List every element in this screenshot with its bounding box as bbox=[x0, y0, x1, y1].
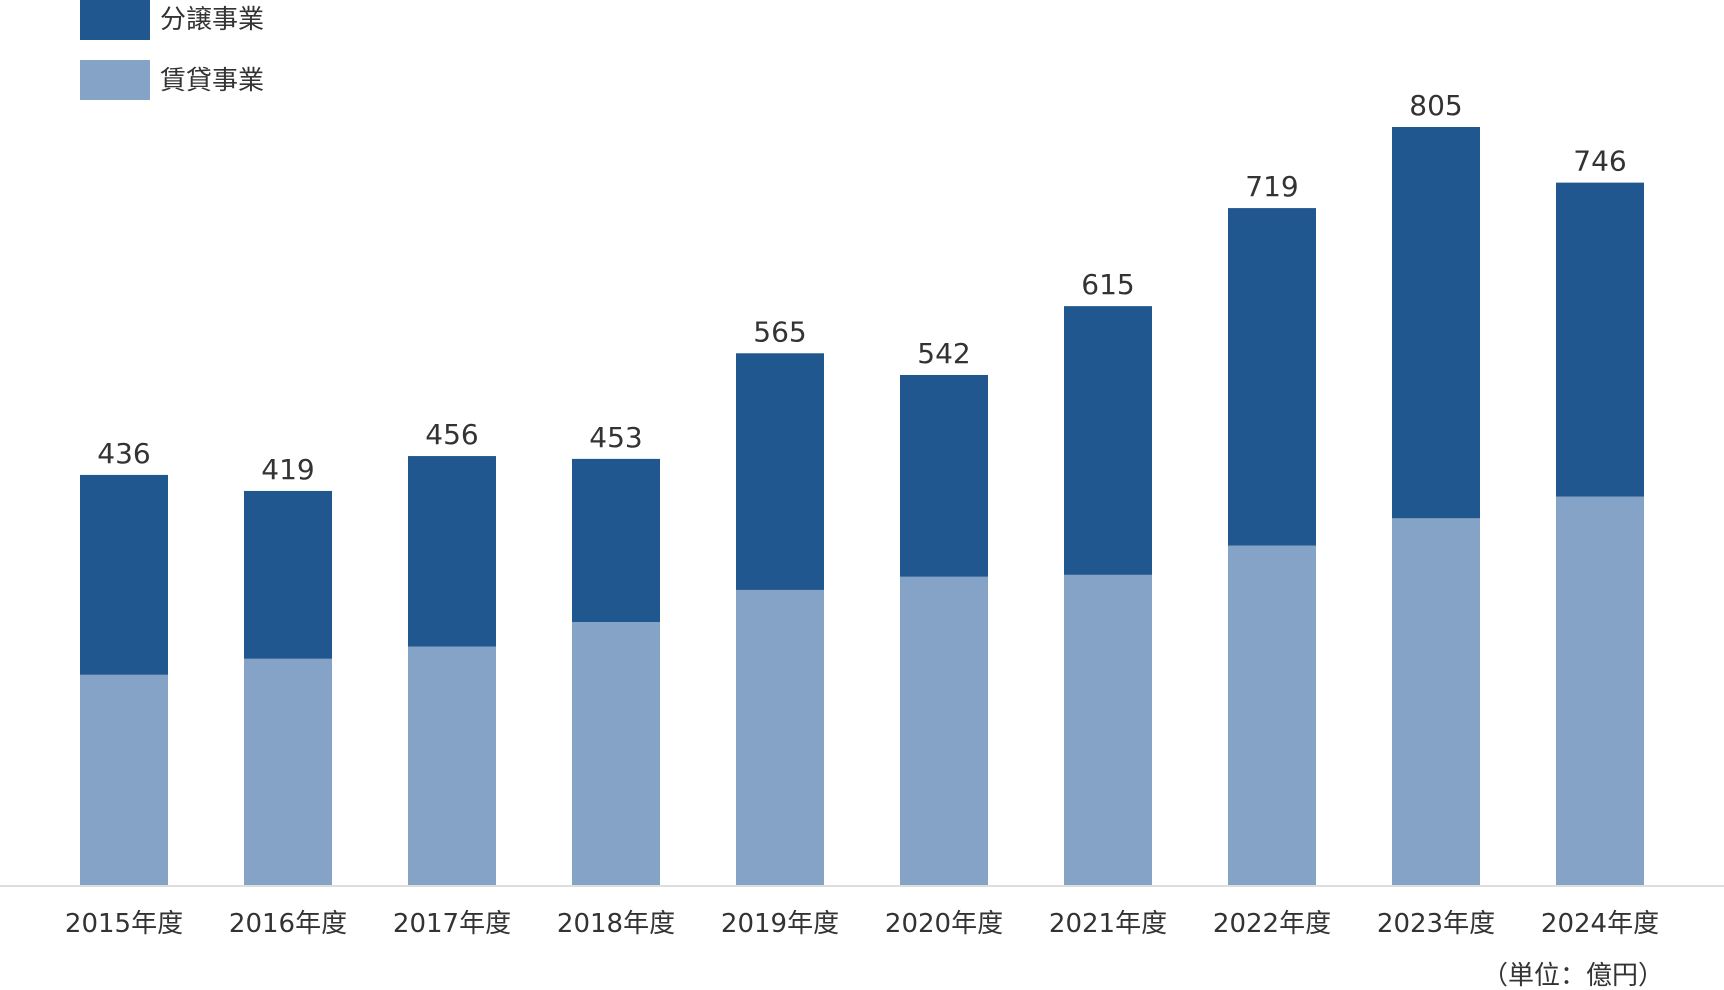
bar-segment-chintai-0 bbox=[80, 674, 168, 886]
x-tick-label-1: 2016年度 bbox=[229, 909, 347, 939]
total-label-5: 542 bbox=[917, 337, 970, 370]
total-label-4: 565 bbox=[753, 315, 806, 348]
bar-segment-chintai-1 bbox=[244, 658, 332, 886]
x-tick-label-4: 2019年度 bbox=[721, 909, 839, 939]
legend-label-chintai: 賃貸事業 bbox=[160, 66, 264, 96]
bar-segment-chintai-7 bbox=[1228, 545, 1316, 886]
legend-swatch-bunjo bbox=[80, 0, 150, 40]
bar-segment-chintai-3 bbox=[572, 622, 660, 886]
total-label-6: 615 bbox=[1081, 268, 1134, 301]
legend: 分譲事業 賃貸事業 bbox=[80, 0, 264, 100]
total-label-2: 456 bbox=[425, 418, 478, 451]
bar-segment-bunjo-4 bbox=[736, 353, 824, 590]
bar-segment-chintai-8 bbox=[1392, 518, 1480, 886]
x-tick-label-0: 2015年度 bbox=[65, 909, 183, 939]
total-label-7: 719 bbox=[1245, 170, 1298, 203]
bar-segment-chintai-4 bbox=[736, 589, 824, 886]
x-tick-label-7: 2022年度 bbox=[1213, 909, 1331, 939]
total-label-9: 746 bbox=[1573, 145, 1626, 178]
bar-segment-bunjo-9 bbox=[1556, 182, 1644, 497]
x-tick-label-6: 2021年度 bbox=[1049, 909, 1167, 939]
bar-segment-bunjo-6 bbox=[1064, 306, 1152, 575]
total-label-1: 419 bbox=[261, 453, 314, 486]
total-label-8: 805 bbox=[1409, 89, 1462, 122]
bar-segment-chintai-6 bbox=[1064, 574, 1152, 886]
bars bbox=[80, 127, 1644, 886]
bar-segment-bunjo-3 bbox=[572, 458, 660, 622]
x-tick-label-2: 2017年度 bbox=[393, 909, 511, 939]
bar-segment-bunjo-0 bbox=[80, 474, 168, 675]
x-axis-tick-labels: 2015年度 2016年度 2017年度 2018年度 2019年度 2020年度 2021… bbox=[65, 909, 1659, 939]
legend-swatch-chintai bbox=[80, 60, 150, 100]
bar-segment-bunjo-5 bbox=[900, 374, 988, 577]
bar-segment-bunjo-7 bbox=[1228, 208, 1316, 546]
bar-segment-bunjo-8 bbox=[1392, 127, 1480, 519]
bar-segment-chintai-9 bbox=[1556, 496, 1644, 886]
x-tick-label-5: 2020年度 bbox=[885, 909, 1003, 939]
total-label-0: 436 bbox=[97, 437, 150, 470]
bar-segment-bunjo-2 bbox=[408, 456, 496, 647]
total-label-3: 453 bbox=[589, 421, 642, 454]
total-labels: 436 419 456 453 565 542 615 719 805 746 bbox=[97, 89, 1626, 486]
bar-segment-chintai-2 bbox=[408, 646, 496, 886]
bar-segment-chintai-5 bbox=[900, 576, 988, 886]
x-tick-label-3: 2018年度 bbox=[557, 909, 675, 939]
bar-segment-bunjo-1 bbox=[244, 490, 332, 659]
x-tick-label-9: 2024年度 bbox=[1541, 909, 1659, 939]
unit-note: （単位：億円） bbox=[1482, 961, 1664, 990]
x-tick-label-8: 2023年度 bbox=[1377, 909, 1495, 939]
legend-label-bunjo: 分譲事業 bbox=[160, 5, 264, 35]
